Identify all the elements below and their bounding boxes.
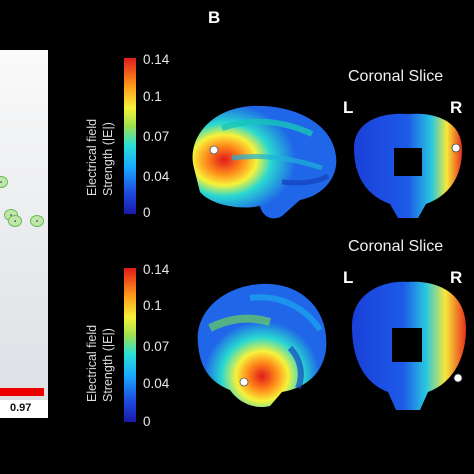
coronal-slice-title: Coronal Slice — [348, 68, 444, 85]
colorbar-tick: 0 — [143, 205, 151, 220]
network-node: a — [8, 215, 22, 227]
panel-label: B — [208, 8, 221, 27]
colorbar-tick: 0.07 — [143, 129, 170, 144]
network-node: a — [0, 176, 8, 188]
coronal-slice-title: Coronal Slice — [348, 238, 444, 255]
colorbar-tick: 0.14 — [143, 262, 170, 277]
colorbar-tick: 0.1 — [143, 89, 162, 104]
colorbar — [124, 268, 136, 422]
colorbar-tick: 0 — [143, 414, 151, 429]
right-hemisphere-label: R — [450, 268, 463, 287]
colorbar-tick: 0.14 — [143, 52, 170, 67]
value-strip — [0, 400, 48, 418]
value-bar — [0, 388, 44, 396]
colorbar-title: Electrical field Strength (|E|) — [85, 118, 115, 196]
network-node: a — [30, 215, 44, 227]
colorbar-tick: 0.04 — [143, 169, 170, 184]
left-hemisphere-label: L — [343, 268, 354, 287]
colorbar-tick: 0.04 — [143, 376, 170, 391]
colorbar-tick: 0.1 — [143, 298, 162, 313]
left-hemisphere-label: L — [343, 98, 354, 117]
colorbar-title: Electrical field Strength (|E|) — [85, 324, 115, 402]
brain-sagittal-view — [197, 283, 327, 408]
brain-coronal-slice — [354, 113, 462, 218]
brain-coronal-slice — [352, 281, 466, 410]
brain-sagittal-view — [192, 105, 337, 219]
bar-value-label: 0.97 — [10, 402, 32, 414]
colorbar — [124, 58, 136, 214]
colorbar-tick: 0.07 — [143, 339, 170, 354]
left-panel-fragment: a a a a — [0, 50, 48, 404]
right-hemisphere-label: R — [450, 98, 463, 117]
